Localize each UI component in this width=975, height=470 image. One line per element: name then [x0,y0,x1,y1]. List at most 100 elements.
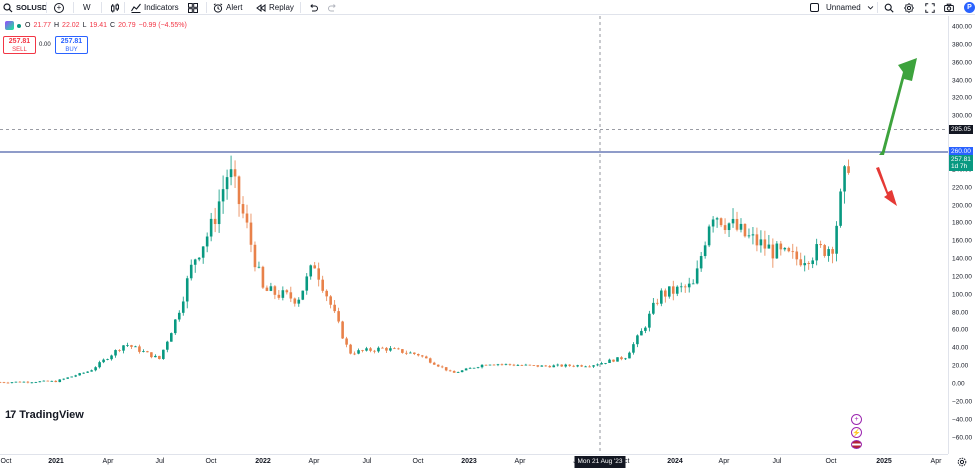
candle-body [480,364,484,368]
price-tick-label: 400.00 [952,23,972,31]
candle-body [723,225,727,231]
price-tick-label: 180.00 [952,219,972,227]
templates-button[interactable] [188,0,198,15]
candle-body [393,348,396,350]
buy-button[interactable]: 257.81 BUY [55,36,88,54]
candle-body [289,292,293,299]
candle-body [496,364,500,366]
chart-events: + ⚡ [851,414,862,449]
toolbar-divider [46,2,47,13]
candle-body [432,362,436,365]
candle-body [695,268,699,284]
sell-label: SELL [12,47,27,53]
candle-body [301,290,305,300]
redo-button[interactable] [328,0,338,15]
tradingview-logo[interactable]: 17 TradingView [5,409,84,421]
time-tick-label: Jul [155,458,165,465]
interval-button[interactable]: W [83,0,91,15]
price-tick-label: 40.00 [952,344,969,352]
candle-body [671,286,675,294]
time-tick-label: Oct [0,458,12,465]
candle-body [373,350,376,352]
candle-body [193,259,197,265]
candle-body [78,373,81,376]
price-tick-label: 160.00 [952,237,972,245]
candle-body [528,364,532,366]
time-axis[interactable]: Apr2025OctJulApr2024OctJuApr2023OctJulAp… [0,454,948,470]
candle-body [130,345,133,347]
candle-body [285,290,289,293]
sell-button[interactable]: 257.81 SELL [3,36,36,54]
candle-body [719,218,723,226]
indicators-button[interactable]: Indicators [131,0,179,15]
candle-body [763,239,767,249]
settings-button[interactable] [904,0,914,15]
candle-body [162,349,165,359]
us-flag-event-icon[interactable] [851,440,862,449]
snapshot-button[interactable] [944,0,954,15]
candle-body [38,381,42,383]
time-tick-label: Apr [308,458,320,465]
candle-body [166,341,169,350]
price-chart[interactable] [0,16,948,454]
fullscreen-button[interactable] [925,0,935,15]
candle-body [576,365,579,367]
price-tick-label: 300.00 [952,112,972,120]
compare-symbol-button[interactable]: + [54,0,64,15]
candle-body [424,356,428,359]
candle-body [815,244,818,261]
candle-body [413,352,416,354]
candle-body [699,256,703,269]
solana-logo-icon [5,21,14,30]
candle-body [42,380,46,382]
price-tick-label: 100.00 [952,291,972,299]
candle-body [660,290,663,304]
candle-body [687,283,691,288]
candle-body [667,286,671,297]
market-open-status-icon [17,23,21,28]
layout-icon [810,3,819,12]
quick-search-button[interactable] [884,0,894,15]
alert-button[interactable]: Alert [213,0,242,15]
price-tick-label: −40.00 [952,416,973,424]
candle-body [584,366,587,368]
replay-button[interactable]: Replay [256,0,294,15]
price-tick-label: 380.00 [952,41,972,49]
indicators-icon [131,3,141,13]
candle-body [819,244,822,246]
symbol-search-button[interactable]: SOLUSD [3,0,47,15]
close-prefix: C [110,22,116,29]
candle-body [122,345,125,351]
candle-body [596,364,599,366]
candle-body [552,365,556,368]
candle-body [747,235,751,237]
top-toolbar: SOLUSD + W Indicators Alert Replay Unnam… [0,0,975,15]
candle-body [233,169,237,177]
candle-body [134,346,137,348]
candle-body [205,236,209,247]
candle-body [807,263,811,265]
user-menu-button[interactable]: P [964,0,975,15]
layout-menu-button[interactable]: Unnamed [810,0,874,15]
axis-settings-button[interactable] [957,457,967,467]
candle-body [361,350,364,352]
candle-body [683,286,687,288]
candle-body [82,372,85,374]
candle-body [401,349,404,353]
candle-body [504,363,508,365]
green-up-arrow-icon [879,58,917,155]
high-prefix: H [53,22,60,29]
event-lightning-icon[interactable]: ⚡ [851,427,862,438]
undo-button[interactable] [308,0,318,15]
candle-body [221,189,225,202]
chart-type-button[interactable] [110,0,120,15]
time-tick-label: Jul [772,458,782,465]
candle-body [644,327,647,331]
price-axis[interactable]: 400.00380.00360.00340.00320.00300.00240.… [948,16,975,454]
candle-body [58,379,62,383]
event-plus-icon[interactable]: + [851,414,862,425]
avatar: P [964,2,975,13]
candle-body [580,365,583,367]
time-tick-label: Oct [412,458,424,465]
candle-body [839,191,842,226]
